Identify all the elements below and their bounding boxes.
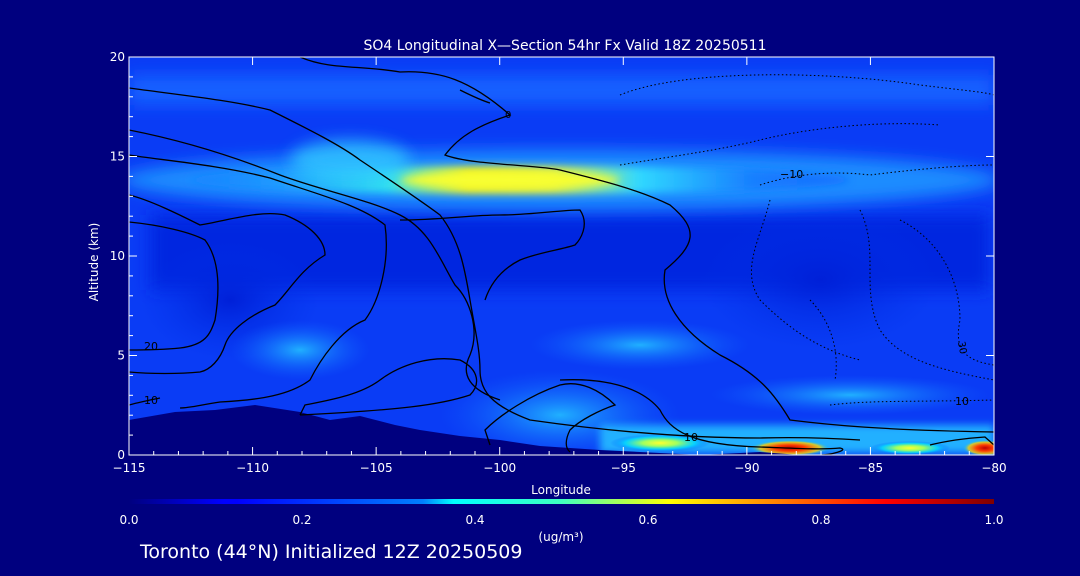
contour-label-0: 0	[505, 110, 511, 121]
x-tick-label-3: −100	[483, 461, 516, 475]
west-plume	[230, 320, 370, 380]
dark-region-east	[700, 210, 940, 350]
temperature-contours	[129, 57, 994, 455]
colorbar-ticks: 0.0 0.2 0.4 0.6 0.8 1.0	[119, 513, 1003, 527]
upper-plume-west	[290, 140, 410, 180]
contour-solid-13	[929, 436, 994, 446]
contour-solid-11	[399, 209, 585, 301]
y-tick-label-1: 5	[117, 349, 125, 363]
x-tick-label-4: −95	[611, 461, 636, 475]
contour-solid-7	[129, 397, 161, 406]
x-tick-label-6: −85	[858, 461, 883, 475]
x-axis: −115 −110 −105 −100 −95 −90 −85 −80	[113, 57, 1007, 475]
mid-plume	[530, 320, 750, 370]
contour-label-dotted-10a: 10	[955, 395, 969, 408]
upper-plume-peak	[400, 172, 620, 188]
colorbar-tick-label-1: 0.2	[292, 513, 311, 527]
colorbar	[129, 499, 994, 504]
terrain-low-east	[700, 452, 800, 455]
terrain	[129, 405, 700, 455]
x-tick-label-7: −80	[981, 461, 1006, 475]
contour-dotted-8	[809, 299, 837, 381]
x-tick-label-5: −90	[734, 461, 759, 475]
contour-label-10: 10	[144, 394, 158, 407]
contour-dotted-4	[751, 199, 861, 361]
contour-label-dotted-10b: −10	[780, 168, 803, 181]
contour-solid-1	[299, 57, 994, 433]
contour-solid-4	[129, 154, 387, 409]
colorbar-tick-label-0: 0.0	[119, 513, 138, 527]
y-tick-label-2: 10	[110, 249, 125, 263]
contour-solid-8	[299, 358, 478, 416]
y-tick-label-4: 20	[110, 50, 125, 64]
contour-dotted-5	[859, 209, 994, 381]
dotted-contours	[619, 74, 994, 406]
contour-label-minus20: 20	[144, 340, 158, 353]
contour-labels: 0 10 20 10 10 −10 30	[144, 110, 969, 444]
x-tick-label-0: −115	[113, 461, 146, 475]
chart-title: SO4 Longitudinal X—Section 54hr Fx Valid…	[364, 38, 767, 54]
x-tick-label-1: −110	[236, 461, 269, 475]
contour-dotted-2	[619, 123, 941, 166]
y-axis: 0 5 10 15 20	[110, 50, 994, 462]
contour-dotted-7	[829, 399, 994, 406]
contour-label-dotted-30: 30	[955, 341, 968, 355]
colorbar-unit-label: (ug/m³)	[538, 530, 583, 544]
colorbar-tick-label-3: 0.6	[638, 513, 657, 527]
lower-plume-east	[710, 375, 990, 415]
contour-solid-2	[129, 87, 861, 441]
y-axis-label: Altitude (km)	[87, 223, 101, 302]
colorbar-tick-label-4: 0.8	[811, 513, 830, 527]
colorbar-tick-label-2: 0.4	[465, 513, 484, 527]
upper-band	[129, 75, 994, 105]
x-axis-label: Longitude	[531, 483, 591, 497]
y-tick-label-0: 0	[117, 448, 125, 462]
contour-label-minus10: 10	[684, 431, 698, 444]
contour-solid-9	[484, 383, 617, 453]
x-tick-label-2: −105	[360, 461, 393, 475]
contour-dotted-3	[759, 164, 994, 186]
contour-solid-3	[129, 129, 501, 401]
contour-solid-6	[129, 221, 219, 351]
y-tick-label-3: 15	[110, 150, 125, 164]
colorbar-tick-label-5: 1.0	[984, 513, 1003, 527]
init-footer: Toronto (44°N) Initialized 12Z 20250509	[140, 541, 523, 563]
contour-solid-12	[459, 89, 491, 104]
surface-maximum-1	[610, 434, 710, 452]
contour-solid-5	[129, 194, 326, 375]
contour-solid-10	[559, 379, 844, 455]
surface-maximum-4	[963, 440, 994, 455]
